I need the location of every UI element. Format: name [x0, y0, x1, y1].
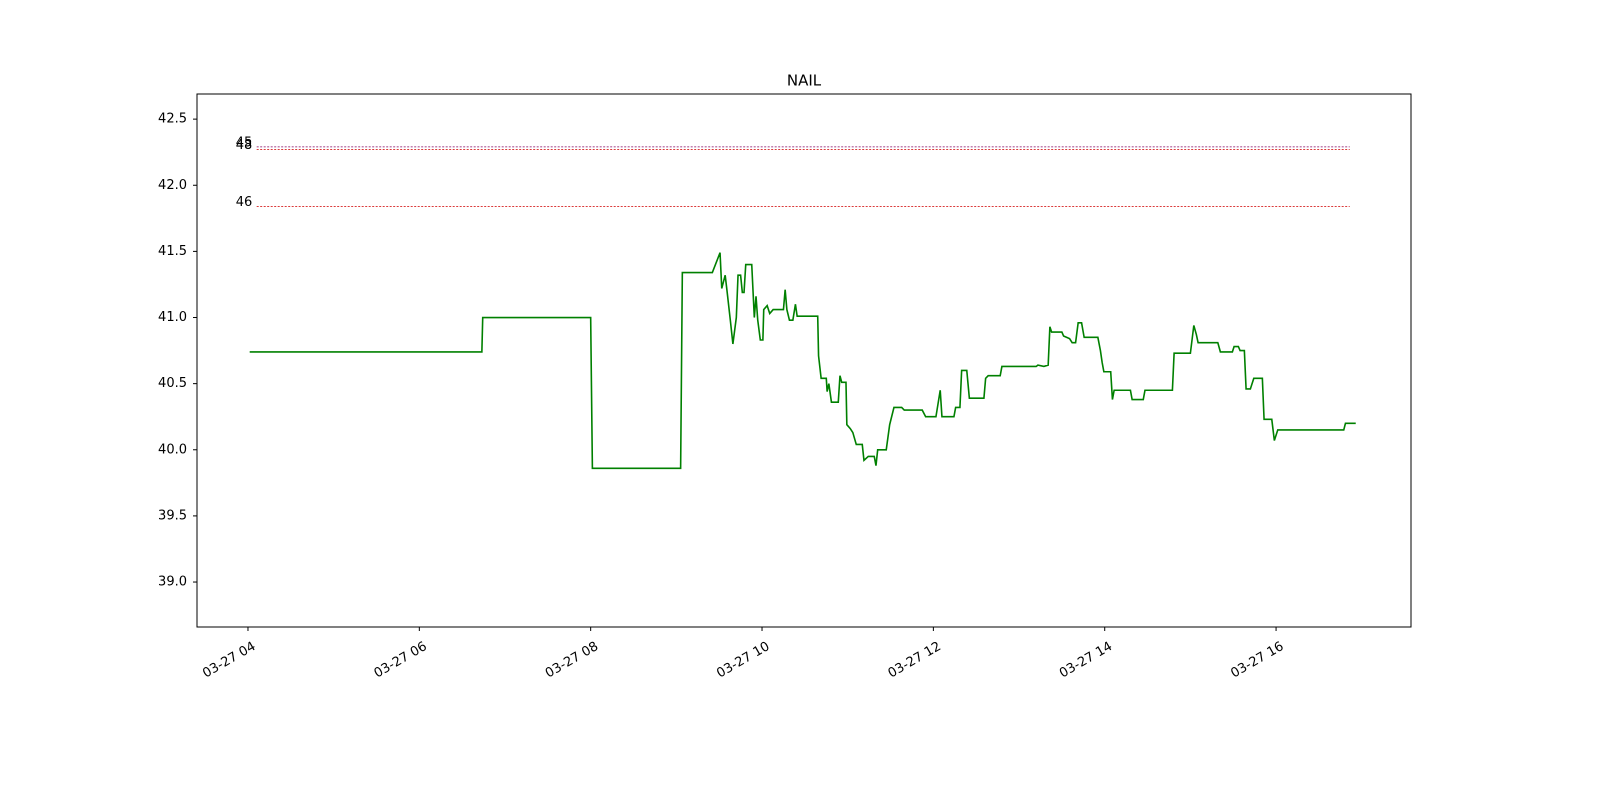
reference-label: 48 — [236, 138, 253, 153]
reference-label: 46 — [236, 195, 253, 210]
y-tick-label: 39.5 — [158, 508, 187, 523]
y-tick-label: 41.0 — [158, 310, 187, 325]
x-tick-label: 03-27 08 — [543, 639, 601, 681]
y-tick-label: 39.0 — [158, 575, 187, 590]
x-tick-label: 03-27 10 — [714, 639, 772, 681]
reference-label: 45 — [236, 135, 253, 150]
x-tick-label: 03-27 12 — [886, 639, 944, 681]
y-tick-label: 42.5 — [158, 112, 187, 127]
price-line — [249, 252, 1356, 470]
y-tick-label: 40.0 — [158, 442, 187, 457]
x-tick-label: 03-27 04 — [200, 639, 258, 681]
y-tick-label: 40.5 — [158, 376, 187, 391]
x-tick-label: 03-27 16 — [1228, 639, 1286, 681]
y-tick-label: 42.0 — [158, 178, 187, 193]
x-tick-label: 03-27 14 — [1057, 639, 1115, 681]
y-tick-label: 41.5 — [158, 244, 187, 259]
x-tick-label: 03-27 06 — [372, 639, 430, 681]
plot-frame — [196, 93, 1412, 628]
chart-title: NAIL — [787, 72, 822, 90]
